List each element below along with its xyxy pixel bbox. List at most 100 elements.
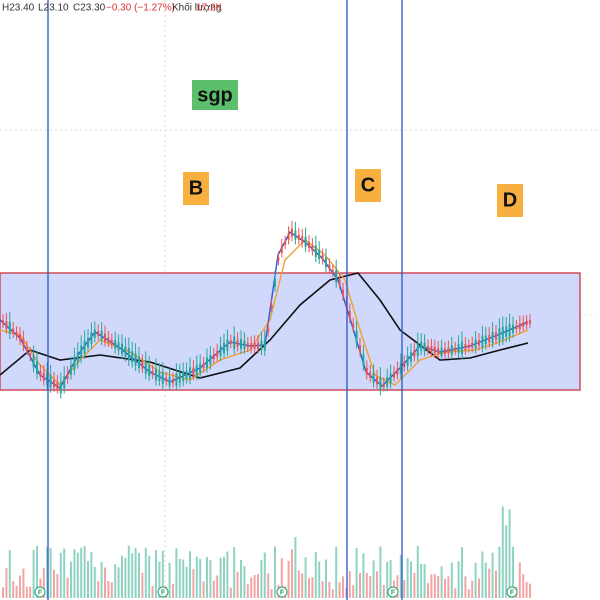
volume-bar: [19, 575, 21, 598]
volume-bar: [318, 561, 321, 598]
label-c: C: [361, 174, 375, 196]
candle-body: [32, 355, 35, 368]
volume-bar: [25, 586, 28, 598]
volume-bar: [87, 561, 89, 598]
volume-bar: [168, 562, 171, 598]
volume-bar: [501, 506, 504, 598]
candle-body: [325, 257, 327, 268]
candle-body: [396, 368, 399, 375]
volume-bar: [93, 567, 96, 598]
volume-bar: [257, 573, 259, 598]
candle-body: [386, 377, 389, 387]
volume-bar: [301, 573, 304, 598]
volume-bar: [121, 555, 123, 598]
candle-body: [355, 330, 358, 344]
candle-body: [410, 352, 412, 362]
label-box: [355, 169, 381, 202]
volume-bar: [250, 577, 253, 598]
volume-bar: [267, 573, 270, 598]
candle-body: [144, 361, 147, 375]
volume-bar: [484, 562, 487, 598]
candle-body: [314, 245, 317, 257]
volume-bar: [410, 561, 412, 598]
volume-bar: [223, 556, 225, 598]
candle-body: [141, 361, 144, 369]
label-d: D: [503, 189, 517, 211]
candle-body: [59, 382, 62, 394]
volume-bar: [97, 581, 100, 598]
candle-body: [274, 278, 276, 287]
header-change: −0.30 (−1.27%): [106, 3, 175, 14]
volume-bar: [430, 574, 433, 598]
candle-body: [474, 339, 477, 349]
volume-bars: [2, 506, 531, 598]
candle-body: [260, 340, 263, 351]
volume-bar: [416, 545, 419, 598]
candle-body: [359, 345, 361, 352]
candle-body: [478, 340, 480, 346]
volume-bar: [148, 555, 151, 598]
volume-bar: [525, 581, 528, 598]
candle-body: [488, 334, 491, 343]
candle-body: [495, 332, 497, 340]
volume-bar: [406, 558, 409, 598]
candle-body: [165, 377, 168, 382]
candle-body: [175, 373, 178, 386]
volume-bar: [321, 581, 324, 598]
volume-bar: [365, 572, 368, 598]
volume-bar: [42, 567, 45, 598]
candle-body: [505, 326, 508, 338]
candle-body: [97, 330, 100, 336]
volume-bar: [529, 583, 531, 598]
candle-body: [454, 347, 457, 351]
candle-body: [226, 339, 229, 351]
candle-body: [331, 269, 334, 274]
marker-circle: [387, 586, 399, 598]
volume-bar: [36, 545, 38, 598]
candle-body: [471, 342, 474, 349]
candle-body: [291, 228, 293, 237]
volume-bar: [73, 549, 76, 598]
volume-bar: [379, 546, 382, 598]
volume-bar: [304, 557, 307, 598]
volume-bar: [5, 567, 8, 598]
volume-bar: [70, 561, 72, 598]
candle-body: [206, 357, 208, 368]
volume-bar: [396, 575, 399, 598]
volume-bar: [243, 565, 246, 598]
candle-body: [253, 342, 256, 349]
volume-bar: [22, 568, 25, 598]
candle-body: [501, 326, 504, 340]
candle-body: [189, 367, 191, 379]
candle-body: [498, 328, 501, 341]
volume-bar: [260, 560, 263, 598]
candle-body: [382, 383, 385, 388]
candle-body: [56, 382, 59, 389]
volume-bar: [420, 563, 423, 598]
candle-body: [70, 365, 72, 375]
candle-body: [12, 328, 15, 334]
candle-body: [19, 333, 21, 341]
volume-bar: [444, 578, 446, 598]
volume-bar: [185, 566, 188, 598]
marker-label: F: [38, 589, 43, 596]
candle-body: [270, 304, 273, 308]
volume-bar: [202, 581, 205, 598]
volume-bar: [127, 545, 130, 598]
volume-bar: [209, 560, 212, 598]
candle-body: [219, 345, 222, 357]
volume-bar: [104, 567, 106, 598]
volume-bar: [66, 577, 69, 598]
volume-bar: [437, 575, 440, 598]
candle-body: [199, 363, 202, 374]
candle-body: [525, 321, 528, 326]
candle-body: [192, 367, 195, 376]
volume-bar: [240, 559, 242, 598]
volume-bar: [49, 547, 52, 598]
volume-bar: [226, 551, 229, 598]
candle-body: [124, 346, 127, 357]
volume-bar: [291, 549, 293, 598]
header-high: H23.40: [2, 3, 35, 14]
candle-body: [172, 378, 174, 384]
